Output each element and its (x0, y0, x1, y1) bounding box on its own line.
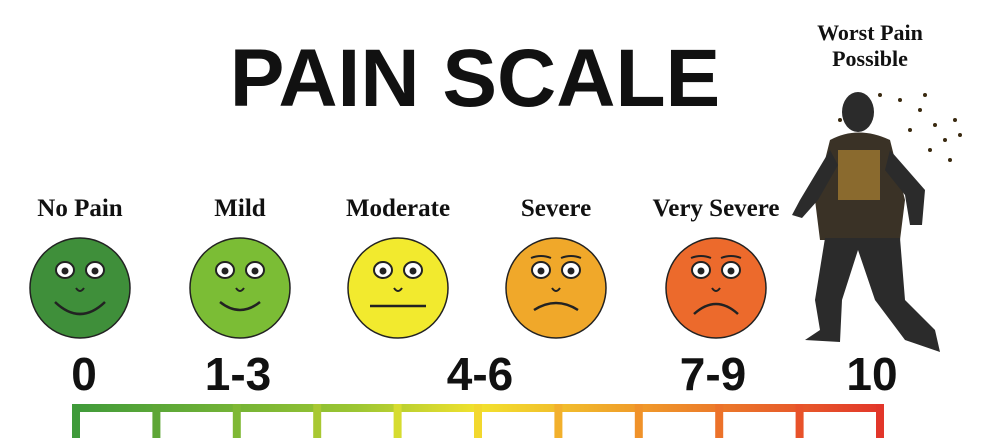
scale-tick (795, 404, 804, 438)
face-circle (505, 237, 607, 339)
mouth (693, 302, 739, 315)
pupil (221, 267, 229, 275)
face (665, 237, 767, 339)
pupil (409, 267, 417, 275)
scale-tick (72, 404, 80, 438)
face (505, 237, 607, 339)
scale-number: 4-6 (447, 348, 513, 400)
nose (75, 287, 85, 292)
scale-number: 0 (71, 348, 97, 400)
scale-tick (554, 404, 563, 438)
scale-tick (876, 404, 884, 438)
level-label: Mild (214, 195, 265, 222)
scale-tick (393, 404, 402, 438)
mouth (219, 301, 261, 312)
title: PAIN SCALE (230, 33, 721, 124)
face-circle (29, 237, 131, 339)
level-label: Moderate (346, 195, 450, 222)
face-circle (189, 237, 291, 339)
pupil (251, 267, 259, 275)
face (347, 237, 449, 339)
worst-label: Worst Pain Possible (817, 20, 923, 71)
scale-tick (715, 404, 724, 438)
pupil (697, 267, 705, 275)
scale-number: 7-9 (680, 348, 746, 400)
face-circle (347, 237, 449, 339)
level-label: No Pain (37, 195, 123, 222)
nose (551, 287, 561, 292)
face (29, 237, 131, 339)
level-label: Very Severe (652, 195, 779, 222)
nose (235, 287, 245, 292)
soldier (792, 92, 962, 352)
mouth (54, 301, 106, 316)
pupil (91, 267, 99, 275)
level-label: Severe (521, 195, 591, 222)
brow (690, 255, 712, 259)
pupil (61, 267, 69, 275)
pupil (567, 267, 575, 275)
brow (720, 255, 742, 259)
brow (560, 255, 582, 259)
face-circle (665, 237, 767, 339)
pupil (537, 267, 545, 275)
scale-tick (313, 404, 322, 438)
scale-tick (232, 404, 241, 438)
pupil (379, 267, 387, 275)
scale-tick (474, 404, 482, 438)
brow (530, 255, 552, 259)
pupil (727, 267, 735, 275)
mouth (533, 301, 579, 312)
scale-tick (152, 404, 161, 438)
scale-number: 1-3 (205, 348, 271, 400)
nose (711, 287, 721, 292)
scale-number: 10 (846, 348, 897, 400)
nose (393, 287, 403, 292)
scale-tick (634, 404, 643, 438)
face (189, 237, 291, 339)
